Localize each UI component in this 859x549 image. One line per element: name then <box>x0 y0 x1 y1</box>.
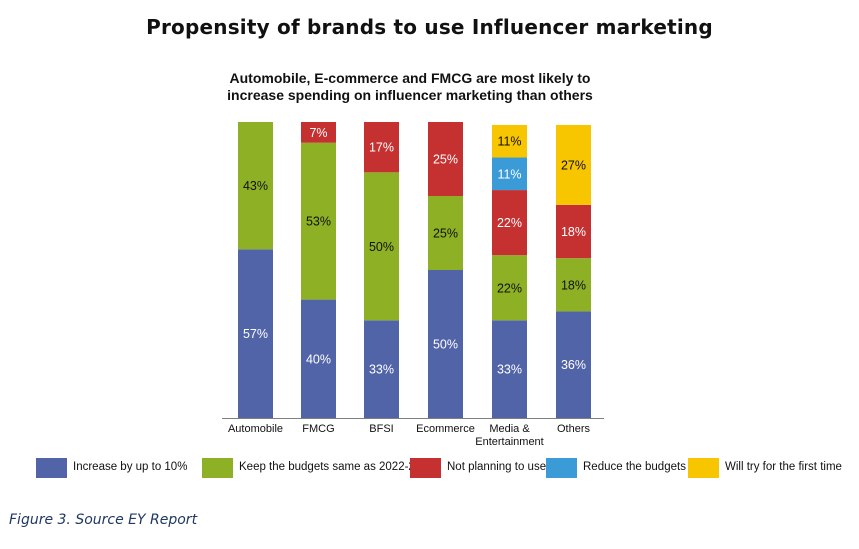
bar-segment-media-entertainment-will-try-for-the-first-time <box>492 124 527 158</box>
legend-swatch <box>546 458 577 478</box>
category-label-others: Others <box>557 423 591 435</box>
data-label-others-increase-by-up-to-10: 36% <box>561 358 586 372</box>
category-label-fmcg: FMCG <box>302 423 334 435</box>
data-label-media-entertainment-not-planning-to-use: 22% <box>497 216 522 230</box>
bar-segment-automobile-increase-by-up-to-10 <box>238 249 273 418</box>
data-label-bfsi-increase-by-up-to-10: 33% <box>369 363 394 377</box>
data-label-automobile-increase-by-up-to-10: 57% <box>243 327 268 341</box>
bar-segment-media-entertainment-not-planning-to-use <box>492 190 527 256</box>
legend-swatch <box>202 458 233 478</box>
bar-segment-ecommerce-not-planning-to-use <box>428 122 463 196</box>
legend-label: Not planning to use <box>447 461 547 473</box>
bar-segment-bfsi-keep-the-budgets-same-as-2022-23 <box>364 172 399 321</box>
legend-label: Reduce the budgets <box>583 461 686 473</box>
category-label-automobile: Automobile <box>228 423 283 435</box>
data-label-media-entertainment-reduce-the-budgets: 11% <box>497 167 521 181</box>
data-label-media-entertainment-increase-by-up-to-10: 33% <box>497 363 522 377</box>
data-label-media-entertainment-keep-the-budgets-same-as-2022-23: 22% <box>497 281 522 295</box>
bar-segment-others-increase-by-up-to-10 <box>556 311 591 418</box>
bar-segment-bfsi-increase-by-up-to-10 <box>364 320 399 418</box>
chart-title: Propensity of brands to use Influencer m… <box>146 15 713 39</box>
bar-segment-fmcg-keep-the-budgets-same-as-2022-23 <box>301 142 336 300</box>
data-label-others-not-planning-to-use: 18% <box>561 225 586 239</box>
legend-label: Increase by up to 10% <box>73 461 188 473</box>
data-label-bfsi-keep-the-budgets-same-as-2022-23: 50% <box>369 240 394 254</box>
stacked-bar-chart: 57% 43% Automobile 40% 53% 7% FMCG 33% 50% 17% BFS… <box>222 122 604 448</box>
data-label-others-keep-the-budgets-same-as-2022-23: 18% <box>561 278 586 292</box>
bar-segment-media-entertainment-increase-by-up-to-10 <box>492 320 527 418</box>
subtitle-line-1: Automobile, E-commerce and FMCG are most… <box>229 70 591 86</box>
data-label-fmcg-increase-by-up-to-10: 40% <box>306 352 331 366</box>
bar-segment-media-entertainment-keep-the-budgets-same-as-2022-23 <box>492 255 527 321</box>
legend-swatch <box>36 458 67 478</box>
data-label-fmcg-keep-the-budgets-same-as-2022-23: 53% <box>306 215 331 229</box>
chart-subtitle: Automobile, E-commerce and FMCG are most… <box>200 70 620 104</box>
category-label-bfsi: BFSI <box>369 423 393 435</box>
data-label-automobile-keep-the-budgets-same-as-2022-23: 43% <box>243 179 268 193</box>
data-label-ecommerce-not-planning-to-use: 25% <box>433 153 458 167</box>
legend-swatch <box>688 458 719 478</box>
bar-segment-ecommerce-keep-the-budgets-same-as-2022-23 <box>428 196 463 270</box>
bar-segment-others-will-try-for-the-first-time <box>556 124 591 205</box>
bar-segment-automobile-keep-the-budgets-same-as-2022-23 <box>238 122 273 250</box>
category-label-ecommerce: Ecommerce <box>416 423 475 435</box>
data-label-fmcg-not-planning-to-use: 7% <box>309 126 327 140</box>
bar-segment-media-entertainment-reduce-the-budgets <box>492 157 527 191</box>
bar-segment-others-not-planning-to-use <box>556 204 591 259</box>
legend-swatch <box>410 458 441 478</box>
bar-segment-bfsi-not-planning-to-use <box>364 122 399 173</box>
figure-caption: Figure 3. Source EY Report <box>9 512 198 528</box>
data-label-others-will-try-for-the-first-time: 27% <box>561 158 586 172</box>
bar-segment-ecommerce-increase-by-up-to-10 <box>428 270 463 418</box>
category-label-media-entertainment: Media & Entertainment <box>475 423 543 448</box>
data-label-ecommerce-increase-by-up-to-10: 50% <box>433 338 458 352</box>
data-label-media-entertainment-will-try-for-the-first-time: 11% <box>497 135 521 149</box>
bar-segment-fmcg-not-planning-to-use <box>301 122 336 143</box>
data-label-ecommerce-keep-the-budgets-same-as-2022-23: 25% <box>433 227 458 241</box>
subtitle-line-2: increase spending on influencer marketin… <box>227 87 593 103</box>
legend-label: Keep the budgets same as 2022-23 <box>239 461 422 473</box>
data-label-bfsi-not-planning-to-use: 17% <box>369 141 394 155</box>
bar-segment-fmcg-increase-by-up-to-10 <box>301 299 336 418</box>
bar-segment-others-keep-the-budgets-same-as-2022-23 <box>556 258 591 312</box>
legend-label: Will try for the first time <box>725 461 842 473</box>
